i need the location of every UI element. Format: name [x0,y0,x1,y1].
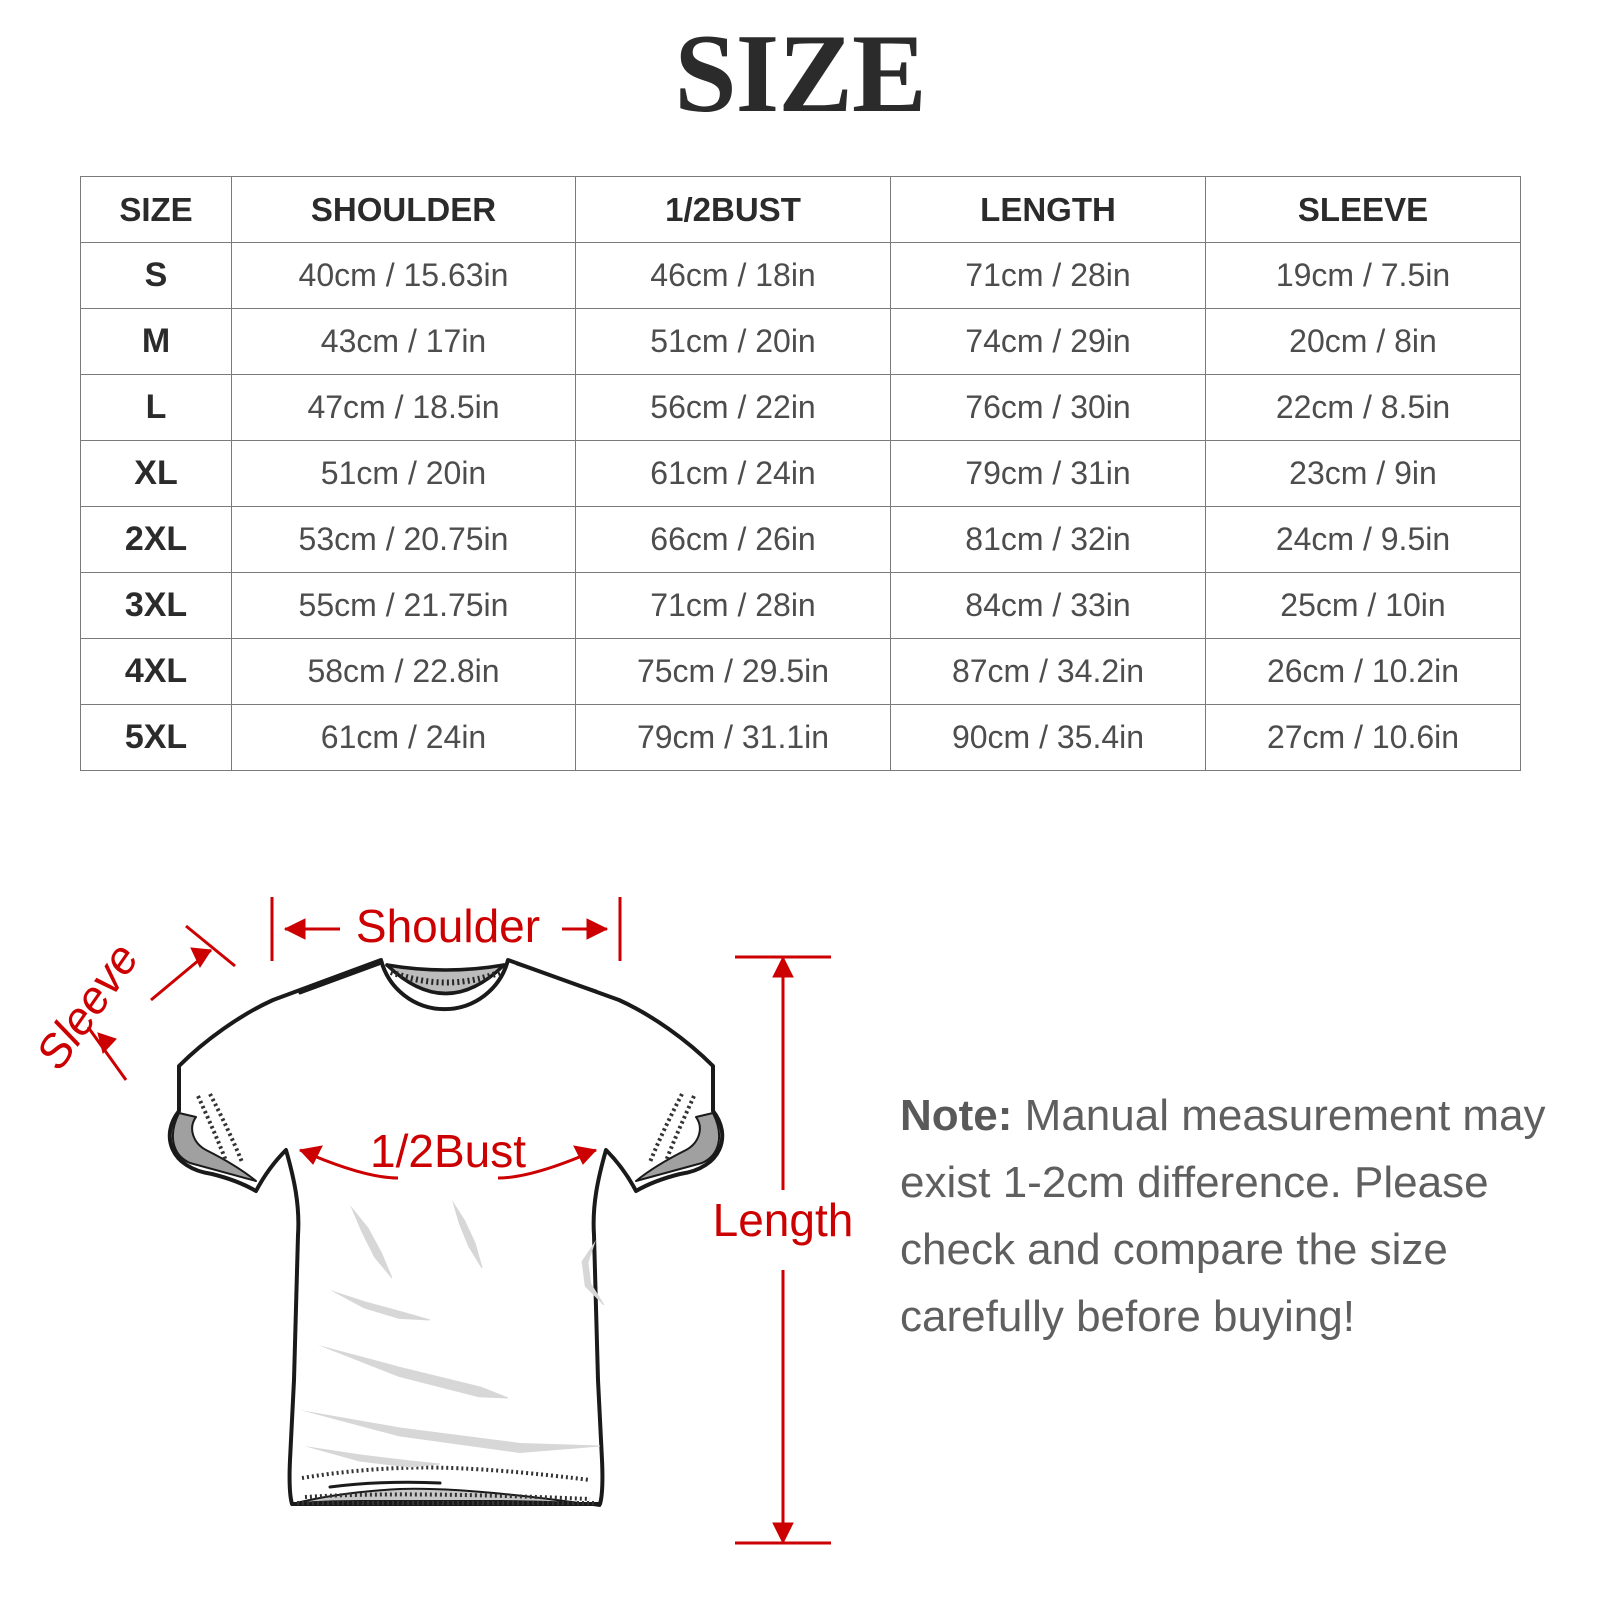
svg-text:1/2Bust: 1/2Bust [370,1125,526,1177]
svg-text:Length: Length [713,1194,854,1246]
svg-text:Sleeve: Sleeve [25,933,148,1078]
svg-text:Shoulder: Shoulder [356,900,540,952]
